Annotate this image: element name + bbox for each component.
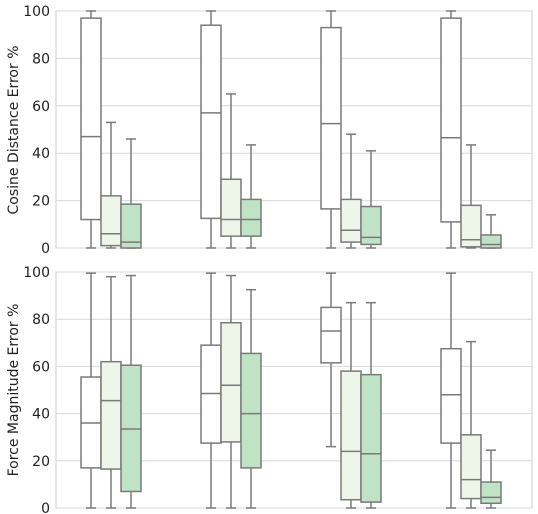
box bbox=[220, 321, 242, 443]
y-tick-label: 40 bbox=[32, 146, 50, 162]
y-tick-label: 80 bbox=[32, 312, 50, 328]
y-tick-label: 40 bbox=[32, 407, 50, 423]
box bbox=[100, 195, 122, 247]
box bbox=[80, 17, 102, 221]
box bbox=[460, 434, 482, 500]
box bbox=[120, 203, 142, 249]
box bbox=[340, 198, 362, 243]
box bbox=[320, 306, 342, 364]
box bbox=[440, 347, 462, 444]
box bbox=[360, 205, 382, 246]
y-tick-label: 20 bbox=[32, 454, 50, 470]
box bbox=[360, 373, 382, 503]
y-tick-label: 100 bbox=[23, 4, 50, 20]
force-magnitude-error-panel: 0 20 40 60 80 100 Force Magnitude Error % bbox=[6, 265, 533, 514]
y-tick-label: 20 bbox=[32, 194, 50, 210]
y-axis-label-cosine-distance: Cosine Distance Error % bbox=[6, 45, 22, 214]
box bbox=[340, 370, 362, 501]
box bbox=[100, 360, 122, 470]
box bbox=[440, 17, 462, 223]
box bbox=[220, 178, 242, 237]
y-tick-label: 100 bbox=[23, 265, 50, 281]
y-tick-label: 0 bbox=[41, 241, 50, 257]
y-tick-label: 80 bbox=[32, 51, 50, 67]
y-tick-label: 60 bbox=[32, 99, 50, 115]
box bbox=[240, 198, 262, 237]
box bbox=[480, 234, 502, 249]
y-tick-label: 0 bbox=[41, 501, 50, 514]
cosine-distance-error-panel: 0 20 40 60 80 100 Cosine Distance Error % bbox=[6, 4, 533, 257]
y-tick-label: 60 bbox=[32, 359, 50, 375]
box bbox=[480, 481, 502, 505]
box bbox=[460, 204, 482, 248]
box bbox=[200, 24, 222, 220]
y-axis-label-force-magnitude: Force Magnitude Error % bbox=[6, 304, 22, 477]
box bbox=[320, 26, 342, 210]
box bbox=[240, 352, 262, 469]
